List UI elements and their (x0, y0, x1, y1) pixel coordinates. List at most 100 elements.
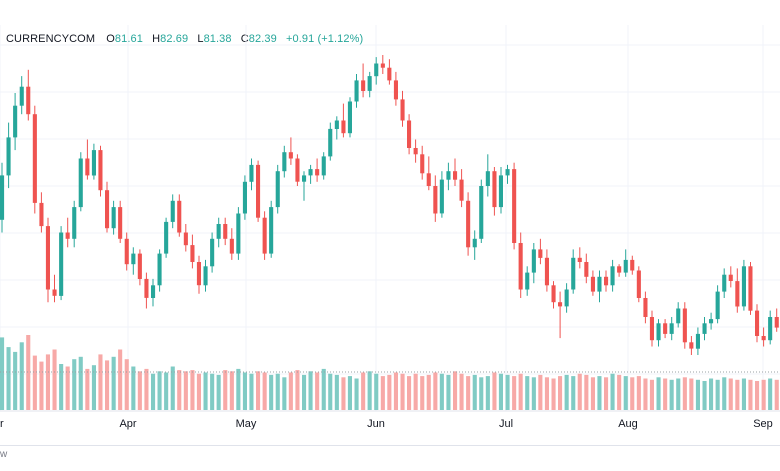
volume-bar (59, 364, 64, 410)
volume-bar (45, 354, 50, 410)
volume-bar (735, 379, 740, 410)
candle-body (45, 226, 50, 290)
volume-bar (426, 374, 431, 410)
volume-bar (65, 366, 70, 410)
volume-bar (328, 373, 333, 410)
volume-bar (131, 366, 136, 410)
volume-bar (584, 374, 589, 410)
volume-bar (374, 373, 379, 410)
volume-bar (26, 335, 31, 410)
volume-bar (709, 378, 714, 410)
volume-bar (663, 378, 668, 410)
volume-bar (137, 371, 142, 410)
open-value: 81.61 (114, 33, 143, 45)
volume-bar (216, 374, 221, 410)
volume-bar (446, 374, 451, 410)
chart-top-margin (0, 0, 780, 25)
candle-body (426, 173, 431, 186)
volume-bar (269, 374, 274, 410)
volume-bar (498, 373, 503, 410)
volume-bar (597, 376, 602, 410)
candle-body (472, 238, 477, 248)
candle-body (229, 238, 234, 254)
time-axis-labels: r Apr May Jun Jul Aug Sep (0, 418, 773, 430)
volume-bar (525, 376, 530, 410)
volume-bar (229, 371, 234, 410)
candle-body (190, 245, 195, 262)
candle-body (275, 171, 280, 208)
volume-bar (308, 371, 313, 410)
time-axis-label: Jun (367, 418, 385, 430)
candle-body (380, 63, 385, 68)
candle-body (748, 266, 753, 311)
candle-body (269, 207, 274, 254)
volume-bar (236, 368, 241, 410)
high-label: H (152, 33, 161, 45)
candle-body (91, 150, 96, 176)
volume-bar (755, 381, 760, 410)
candle-body (183, 232, 188, 246)
candle-body (676, 308, 681, 324)
volume-bar (420, 376, 425, 410)
volume-bar (656, 377, 661, 410)
volume-bar (617, 374, 622, 410)
time-axis-label: May (236, 418, 257, 430)
volume-bar (256, 371, 261, 410)
open-label: O (106, 33, 115, 45)
volume-bar (689, 378, 694, 410)
volume-bar (682, 377, 687, 410)
candle-body (544, 257, 549, 286)
volume-bar (768, 378, 773, 410)
volume-bar (288, 372, 293, 410)
volume-bars (0, 335, 779, 410)
volume-bar (472, 374, 477, 410)
candle-body (26, 86, 31, 115)
volume-bar (295, 370, 300, 410)
volume-bar (544, 377, 549, 410)
close-label: C (240, 33, 249, 45)
volume-bar (466, 376, 471, 410)
volume-bar (728, 378, 733, 410)
volume-bar (722, 377, 727, 410)
volume-bar (190, 370, 195, 410)
volume-bar (124, 359, 129, 410)
candle-body (72, 207, 77, 239)
volume-bar (282, 377, 287, 410)
candle-body (177, 200, 182, 233)
volume-bar (512, 376, 517, 410)
candle-body (610, 266, 615, 286)
volume-bar (669, 379, 674, 410)
candle-body (531, 249, 536, 273)
volume-bar (347, 376, 352, 410)
candle-body (256, 164, 261, 218)
volume-bar (52, 349, 57, 410)
candle-body (216, 224, 221, 239)
candle-body (485, 171, 490, 186)
volume-bar (78, 356, 83, 410)
candle-body (393, 80, 398, 100)
volume-bar (249, 373, 254, 410)
volume-bar (774, 379, 779, 410)
candlestick-chart[interactable]: r Apr May Jun Jul Aug Sep (0, 25, 780, 445)
change-value: +0.91 (+1.12%) (285, 33, 364, 45)
candle-body (656, 323, 661, 341)
candle-body (597, 276, 602, 292)
volume-bar (151, 373, 156, 410)
volume-bar (367, 371, 372, 410)
volume-bar (387, 374, 392, 410)
volume-bar (518, 373, 523, 410)
candle-body (262, 217, 267, 254)
volume-bar (715, 379, 720, 410)
candle-body (32, 114, 37, 203)
volume-bar (157, 371, 162, 410)
candle-body (617, 266, 622, 273)
candle-body (512, 169, 517, 243)
candle-body (695, 333, 700, 349)
time-axis-label: Sep (753, 418, 773, 430)
candle-body (39, 202, 44, 227)
volume-bar (6, 347, 11, 410)
volume-bar (538, 374, 543, 410)
candle-body (420, 154, 425, 174)
volume-bar (564, 374, 569, 410)
volume-bar (551, 378, 556, 410)
